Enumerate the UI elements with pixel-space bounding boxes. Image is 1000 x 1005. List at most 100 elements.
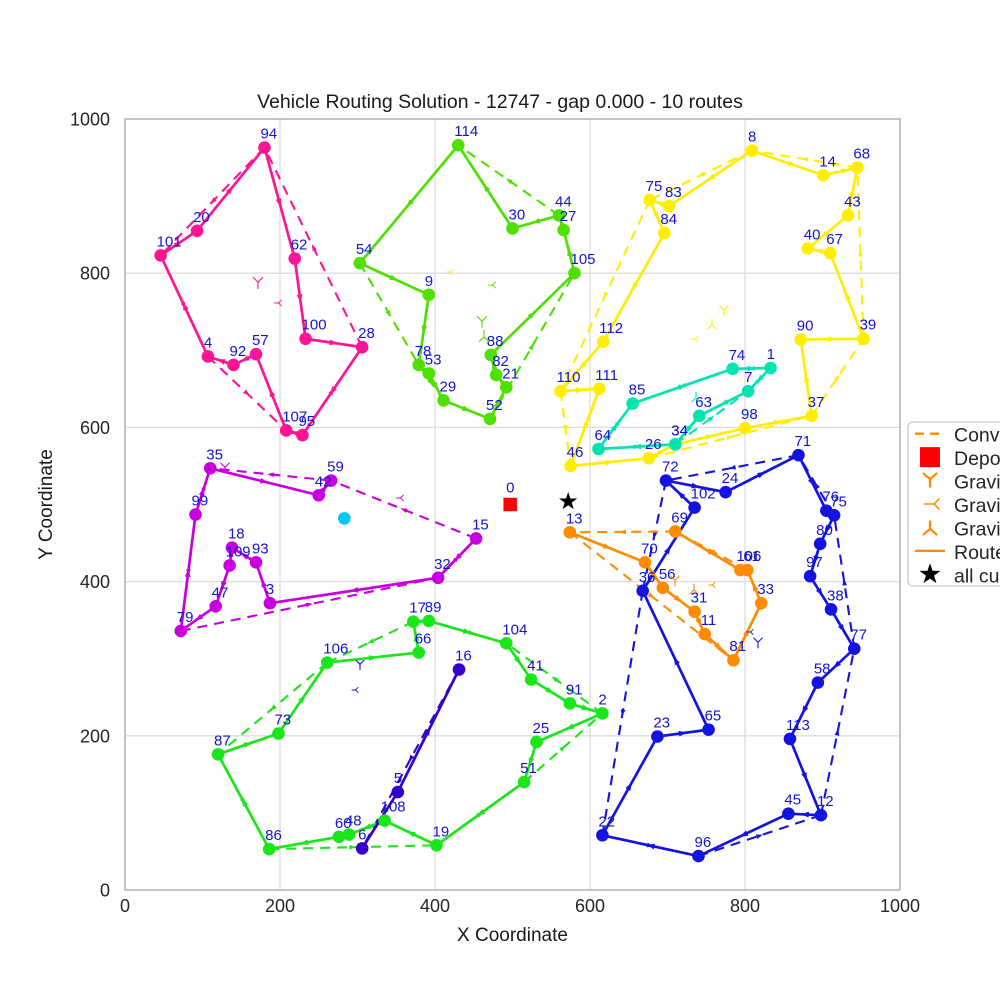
svg-text:16: 16 <box>455 647 472 664</box>
svg-text:87: 87 <box>214 732 231 749</box>
svg-text:0: 0 <box>506 480 514 497</box>
svg-text:39: 39 <box>860 317 877 334</box>
svg-text:7: 7 <box>744 369 752 386</box>
svg-text:91: 91 <box>566 681 583 698</box>
svg-text:67: 67 <box>826 231 843 248</box>
svg-text:Gravit: Gravit <box>954 518 1000 540</box>
svg-text:63: 63 <box>695 394 712 411</box>
svg-text:113: 113 <box>786 717 810 734</box>
svg-text:73: 73 <box>274 711 291 728</box>
svg-text:69: 69 <box>671 509 688 526</box>
svg-text:1000: 1000 <box>70 110 110 130</box>
svg-text:37: 37 <box>808 394 825 411</box>
svg-text:33: 33 <box>757 581 774 598</box>
svg-text:107: 107 <box>282 408 307 425</box>
svg-text:13: 13 <box>566 510 583 527</box>
svg-text:82: 82 <box>492 353 509 370</box>
svg-text:43: 43 <box>844 193 861 210</box>
svg-text:15: 15 <box>472 516 489 533</box>
svg-text:35: 35 <box>206 446 223 463</box>
svg-text:14: 14 <box>819 153 836 170</box>
svg-text:85: 85 <box>629 382 646 399</box>
svg-text:90: 90 <box>797 318 814 335</box>
svg-text:62: 62 <box>291 237 308 254</box>
svg-text:Gravit: Gravit <box>954 472 1000 494</box>
svg-text:1: 1 <box>767 346 775 363</box>
svg-text:57: 57 <box>252 332 269 349</box>
svg-text:112: 112 <box>599 320 623 337</box>
svg-text:2: 2 <box>598 691 606 708</box>
svg-text:46: 46 <box>567 444 584 461</box>
svg-text:64: 64 <box>595 427 612 444</box>
svg-text:Vehicle Routing Solution - 127: Vehicle Routing Solution - 12747 - gap 0… <box>257 91 743 113</box>
svg-text:51: 51 <box>520 760 537 777</box>
svg-text:100: 100 <box>302 317 327 334</box>
svg-text:83: 83 <box>665 184 682 201</box>
svg-text:80: 80 <box>816 522 833 539</box>
svg-text:106: 106 <box>736 548 761 565</box>
svg-text:20: 20 <box>193 209 210 226</box>
svg-text:79: 79 <box>177 609 194 626</box>
svg-text:28: 28 <box>358 325 375 342</box>
svg-text:31: 31 <box>691 590 708 607</box>
svg-text:12: 12 <box>817 793 834 810</box>
svg-text:19: 19 <box>433 823 450 840</box>
svg-text:70: 70 <box>641 540 658 557</box>
svg-text:11: 11 <box>701 612 717 629</box>
svg-text:6: 6 <box>358 826 366 843</box>
svg-text:9: 9 <box>425 273 433 290</box>
svg-text:68: 68 <box>853 146 870 163</box>
svg-text:Conve: Conve <box>954 425 1000 447</box>
svg-text:23: 23 <box>653 715 670 732</box>
svg-text:101: 101 <box>157 233 182 250</box>
svg-text:108: 108 <box>381 799 406 816</box>
svg-text:25: 25 <box>533 720 550 737</box>
svg-text:94: 94 <box>261 126 278 143</box>
svg-text:89: 89 <box>425 599 442 616</box>
svg-text:86: 86 <box>265 827 282 844</box>
svg-text:106: 106 <box>323 641 348 658</box>
svg-text:59: 59 <box>327 459 344 476</box>
svg-text:22: 22 <box>598 813 615 830</box>
svg-text:600: 600 <box>575 896 605 916</box>
svg-text:200: 200 <box>80 726 110 746</box>
svg-text:4: 4 <box>204 334 212 351</box>
svg-text:44: 44 <box>555 193 572 210</box>
svg-text:30: 30 <box>509 206 526 223</box>
svg-text:34: 34 <box>671 422 688 439</box>
svg-text:400: 400 <box>80 572 110 592</box>
svg-text:3: 3 <box>266 581 274 598</box>
svg-text:60: 60 <box>335 815 352 832</box>
svg-text:88: 88 <box>487 333 504 350</box>
svg-text:47: 47 <box>212 584 229 601</box>
svg-text:52: 52 <box>486 397 503 414</box>
svg-text:84: 84 <box>660 211 677 228</box>
svg-text:105: 105 <box>571 251 596 268</box>
svg-text:77: 77 <box>850 627 867 644</box>
svg-text:Y Coordinate: Y Coordinate <box>36 449 57 560</box>
svg-text:66: 66 <box>415 631 432 648</box>
svg-text:24: 24 <box>722 470 739 487</box>
svg-text:45: 45 <box>784 792 801 809</box>
svg-text:75: 75 <box>646 178 663 195</box>
svg-text:32: 32 <box>434 556 451 573</box>
svg-text:109: 109 <box>226 543 251 560</box>
svg-text:71: 71 <box>794 433 811 450</box>
svg-text:5: 5 <box>394 770 402 787</box>
svg-text:54: 54 <box>356 241 373 258</box>
svg-text:97: 97 <box>806 554 823 571</box>
svg-text:104: 104 <box>502 621 527 638</box>
svg-text:Route: Route <box>954 542 1000 564</box>
svg-text:0: 0 <box>100 881 110 901</box>
svg-text:Gravit: Gravit <box>954 495 1000 517</box>
svg-text:18: 18 <box>228 526 245 543</box>
svg-text:110: 110 <box>557 369 581 386</box>
svg-text:26: 26 <box>645 436 662 453</box>
svg-text:17: 17 <box>409 600 426 617</box>
svg-text:200: 200 <box>265 896 295 916</box>
svg-text:114: 114 <box>454 123 478 140</box>
svg-text:27: 27 <box>560 208 577 225</box>
svg-text:600: 600 <box>80 418 110 438</box>
svg-text:98: 98 <box>741 406 758 423</box>
svg-text:75: 75 <box>830 493 847 510</box>
